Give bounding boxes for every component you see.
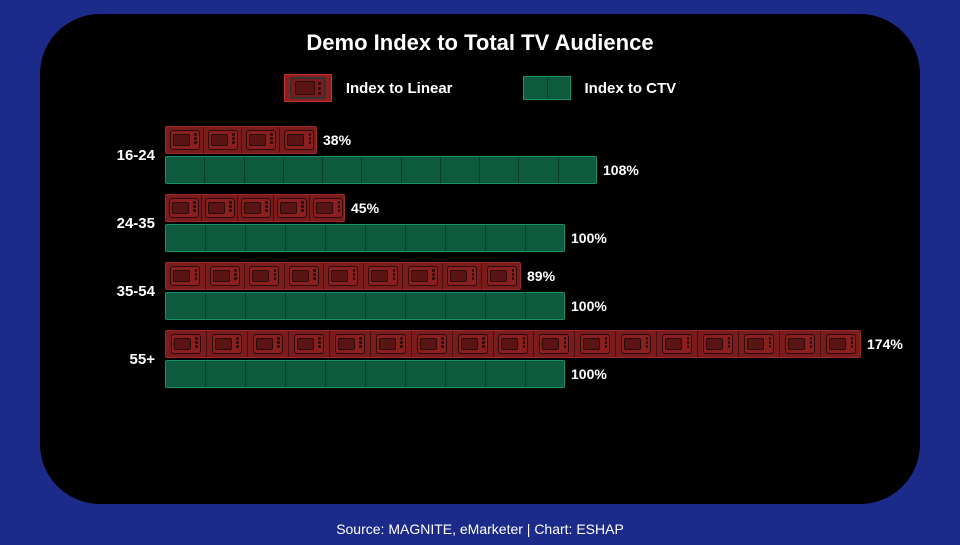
tv-icon	[249, 266, 279, 286]
chart-row: 35-54 89% 100%	[110, 262, 920, 320]
legend-item-ctv: Index to CTV	[523, 76, 677, 100]
row-label: 55+	[110, 351, 165, 368]
tv-icon	[662, 334, 692, 354]
tv-icon	[417, 334, 447, 354]
tv-icon	[744, 334, 774, 354]
tv-icon	[284, 74, 332, 102]
chart-row: 16-24 38% 108%	[110, 126, 920, 184]
tv-icon	[210, 266, 240, 286]
tv-icon	[289, 266, 319, 286]
row-label: 24-35	[110, 215, 165, 232]
row-label: 35-54	[110, 283, 165, 300]
tv-icon	[368, 266, 398, 286]
row-bars: 89% 100%	[165, 262, 920, 320]
tv-icon	[703, 334, 733, 354]
bar-value-ctv: 100%	[571, 366, 607, 382]
tv-icon	[408, 266, 438, 286]
tv-icon	[826, 334, 856, 354]
tv-icon	[241, 198, 271, 218]
bar-linear: 174%	[165, 330, 920, 358]
tv-icon	[170, 130, 200, 150]
tv-icon	[458, 334, 488, 354]
bar-value-linear: 89%	[527, 268, 555, 284]
tv-icon	[246, 130, 276, 150]
tv-icon	[785, 334, 815, 354]
tv-icon	[253, 334, 283, 354]
source-attribution: Source: MAGNITE, eMarketer | Chart: ESHA…	[0, 521, 960, 537]
bar-value-linear: 38%	[323, 132, 351, 148]
tv-icon	[580, 334, 610, 354]
bar-value-ctv: 100%	[571, 298, 607, 314]
chart-panel: Demo Index to Total TV Audience Index to…	[40, 14, 920, 504]
tv-icon	[205, 198, 235, 218]
bar-ctv: 100%	[165, 292, 920, 320]
bar-value-linear: 174%	[867, 336, 903, 352]
tv-icon	[447, 266, 477, 286]
bar-ctv: 108%	[165, 156, 920, 184]
tv-icon	[376, 334, 406, 354]
bar-ctv: 100%	[165, 224, 920, 252]
legend: Index to Linear Index to CTV	[40, 74, 920, 102]
tv-icon	[169, 198, 199, 218]
tv-icon	[284, 130, 314, 150]
row-bars: 174% 100%	[165, 330, 920, 388]
tv-icon	[277, 198, 307, 218]
bar-linear: 45%	[165, 194, 920, 222]
legend-label-ctv: Index to CTV	[585, 80, 677, 97]
tv-icon	[208, 130, 238, 150]
tv-icon	[212, 334, 242, 354]
chart-area: 16-2438%108%24-3545%100%35-5489%100%55+1…	[40, 126, 920, 388]
bar-value-ctv: 100%	[571, 230, 607, 246]
chart-row: 55+ 174% 100%	[110, 330, 920, 388]
bar-linear: 89%	[165, 262, 920, 290]
ctv-swatch-icon	[523, 76, 571, 100]
tv-icon	[313, 198, 343, 218]
tv-icon	[621, 334, 651, 354]
tv-icon	[328, 266, 358, 286]
tv-icon	[294, 334, 324, 354]
tv-icon	[335, 334, 365, 354]
tv-icon	[539, 334, 569, 354]
bar-linear: 38%	[165, 126, 920, 154]
row-label: 16-24	[110, 147, 165, 164]
row-bars: 38% 108%	[165, 126, 920, 184]
bar-value-ctv: 108%	[603, 162, 639, 178]
legend-item-linear: Index to Linear	[284, 74, 453, 102]
chart-row: 24-35 45% 100%	[110, 194, 920, 252]
bar-ctv: 100%	[165, 360, 920, 388]
chart-title: Demo Index to Total TV Audience	[40, 30, 920, 56]
bar-value-linear: 45%	[351, 200, 379, 216]
legend-label-linear: Index to Linear	[346, 80, 453, 97]
tv-icon	[498, 334, 528, 354]
row-bars: 45% 100%	[165, 194, 920, 252]
tv-icon	[487, 266, 517, 286]
tv-icon	[171, 334, 201, 354]
tv-icon	[170, 266, 200, 286]
